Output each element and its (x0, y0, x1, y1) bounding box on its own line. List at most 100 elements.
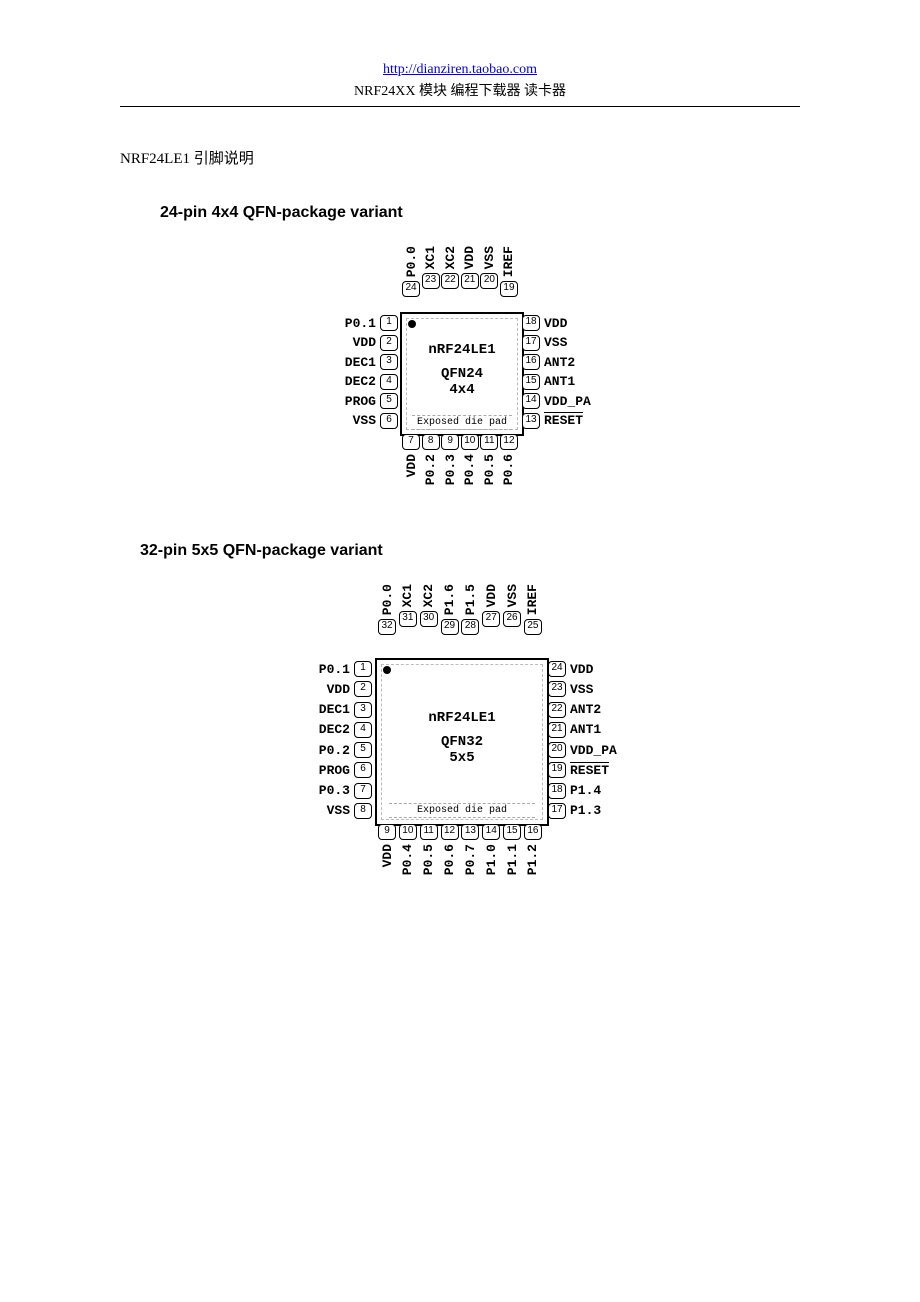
pin-row: 18 VDD (522, 314, 567, 332)
pin-number: 9 (441, 434, 459, 450)
qfn32-diagram: nRF24LE1 QFN32 5x5 Exposed die pad P0.03… (120, 580, 800, 900)
pin-label: DEC2 (345, 374, 376, 389)
pin-row: 21 ANT1 (548, 721, 601, 739)
pin-col: P1.528 (461, 580, 479, 635)
qfn32-title: 32-pin 5x5 QFN-package variant (140, 542, 800, 560)
pin-label: VDD (544, 316, 567, 331)
pin-label: P0.4 (400, 844, 415, 875)
pin-label: XC2 (421, 584, 436, 607)
pin-label: P0.0 (380, 584, 395, 615)
pin-label: VSS (327, 803, 350, 818)
pin-label: RESET (570, 763, 609, 778)
pin-number: 19 (500, 281, 518, 297)
chip-pkg: QFN24 (441, 366, 483, 382)
pin-number: 25 (524, 619, 542, 635)
pin-number: 13 (461, 824, 479, 840)
pin-number: 6 (354, 762, 372, 778)
pin-row: DEC13 (345, 353, 398, 371)
pin-label: P0.2 (319, 743, 350, 758)
pin-number: 18 (522, 315, 540, 331)
pin-row: DEC2 4 (319, 721, 372, 739)
pin-col: XC230 (420, 580, 438, 635)
pin-col: VSS26 (503, 580, 521, 635)
pin-number: 21 (461, 273, 479, 289)
diepad-label: Exposed die pad (389, 803, 535, 818)
pin-label: ANT1 (570, 722, 601, 737)
pin-col: P0.024 (402, 242, 420, 297)
pin-number: 4 (354, 722, 372, 738)
chip-size: 5x5 (449, 750, 474, 766)
pin-number: 7 (354, 783, 372, 799)
chip-pkg: QFN32 (441, 734, 483, 750)
section-title: NRF24LE1 引脚说明 (120, 147, 800, 168)
pin-number: 2 (380, 335, 398, 351)
pin-number: 10 (461, 434, 479, 450)
pin-label: P0.1 (319, 662, 350, 677)
pin-row: P0.25 (319, 741, 372, 759)
pin-number: 17 (522, 335, 540, 351)
pin-row: P0.37 (319, 782, 372, 800)
pin-number: 15 (503, 824, 521, 840)
chip-name: nRF24LE1 (428, 342, 495, 358)
pin-number: 23 (422, 273, 440, 289)
pin-number: 30 (420, 611, 438, 627)
qfn32-left-pins: P0.11VDD2DEC13DEC24P0.25PROG6P0.37VSS8 (280, 660, 372, 820)
pin-number: 22 (548, 702, 566, 718)
pin-row: 15ANT1 (522, 373, 575, 391)
pin-row: PROG5 (345, 392, 398, 410)
pin-row: VSS6 (353, 412, 398, 430)
pin-label: P0.3 (443, 454, 458, 485)
pin-row: 17VSS (522, 334, 567, 352)
pin-row: 16ANT2 (522, 353, 575, 371)
header-link[interactable]: http://dianziren.taobao.com (383, 62, 537, 77)
pin-row: P0.11 (345, 314, 398, 332)
pin-label: P1.4 (570, 783, 601, 798)
qfn24-left-pins: P0.11 VDD2DEC13 DEC24PROG5 VSS6 (320, 314, 398, 430)
pin-number: 19 (548, 762, 566, 778)
pin-label: P0.2 (423, 454, 438, 485)
pin-label: VDD_PA (570, 743, 617, 758)
pin-number: 10 (399, 824, 417, 840)
pin-number: 8 (354, 803, 372, 819)
pin-number: 24 (402, 281, 420, 297)
pin-col: VDD 27 (482, 580, 500, 635)
pin-label: DEC2 (319, 722, 350, 737)
pin-label: P1.6 (442, 584, 457, 615)
pin-number: 14 (482, 824, 500, 840)
pin-row: 19 RESET (548, 761, 609, 779)
pin-row: VDD2 (327, 680, 372, 698)
pin-label: XC1 (423, 246, 438, 269)
pin-number: 6 (380, 413, 398, 429)
pin-label: P0.6 (442, 844, 457, 875)
pin-col: 12P0.6 (441, 824, 459, 879)
pin-label: VSS (482, 246, 497, 269)
pin-label: P1.3 (570, 803, 601, 818)
pin-row: DEC24 (345, 373, 398, 391)
pin-col: IREF19 (500, 242, 518, 297)
header-rule (120, 106, 800, 107)
pin-label: IREF (525, 584, 540, 615)
pin-col: VDD21 (461, 242, 479, 297)
pin-number: 14 (522, 393, 540, 409)
pin-label: P0.5 (421, 844, 436, 875)
pin1-dot-icon (408, 320, 416, 328)
pin-number: 3 (380, 354, 398, 370)
pin-label: VDD (327, 682, 350, 697)
pin-row: 23VSS (548, 680, 593, 698)
pin-col: 11P0.5 (480, 434, 498, 489)
pin-col: P0.032 (378, 580, 396, 635)
pin-row: 22ANT2 (548, 701, 601, 719)
pin-number: 9 (378, 824, 396, 840)
pin-number: 11 (420, 824, 438, 840)
pin-label: VDD (484, 584, 499, 607)
pin-number: 15 (522, 374, 540, 390)
pin-number: 17 (548, 803, 566, 819)
pin-row: VDD2 (353, 334, 398, 352)
pin-col: XC123 (422, 242, 440, 297)
pin-number: 27 (482, 611, 500, 627)
pin-number: 21 (548, 722, 566, 738)
pin-row: 13RESET (522, 412, 583, 430)
pin-col: 16P1.2 (524, 824, 542, 879)
diepad-label: Exposed die pad (412, 415, 512, 430)
chip-name: nRF24LE1 (428, 710, 495, 726)
